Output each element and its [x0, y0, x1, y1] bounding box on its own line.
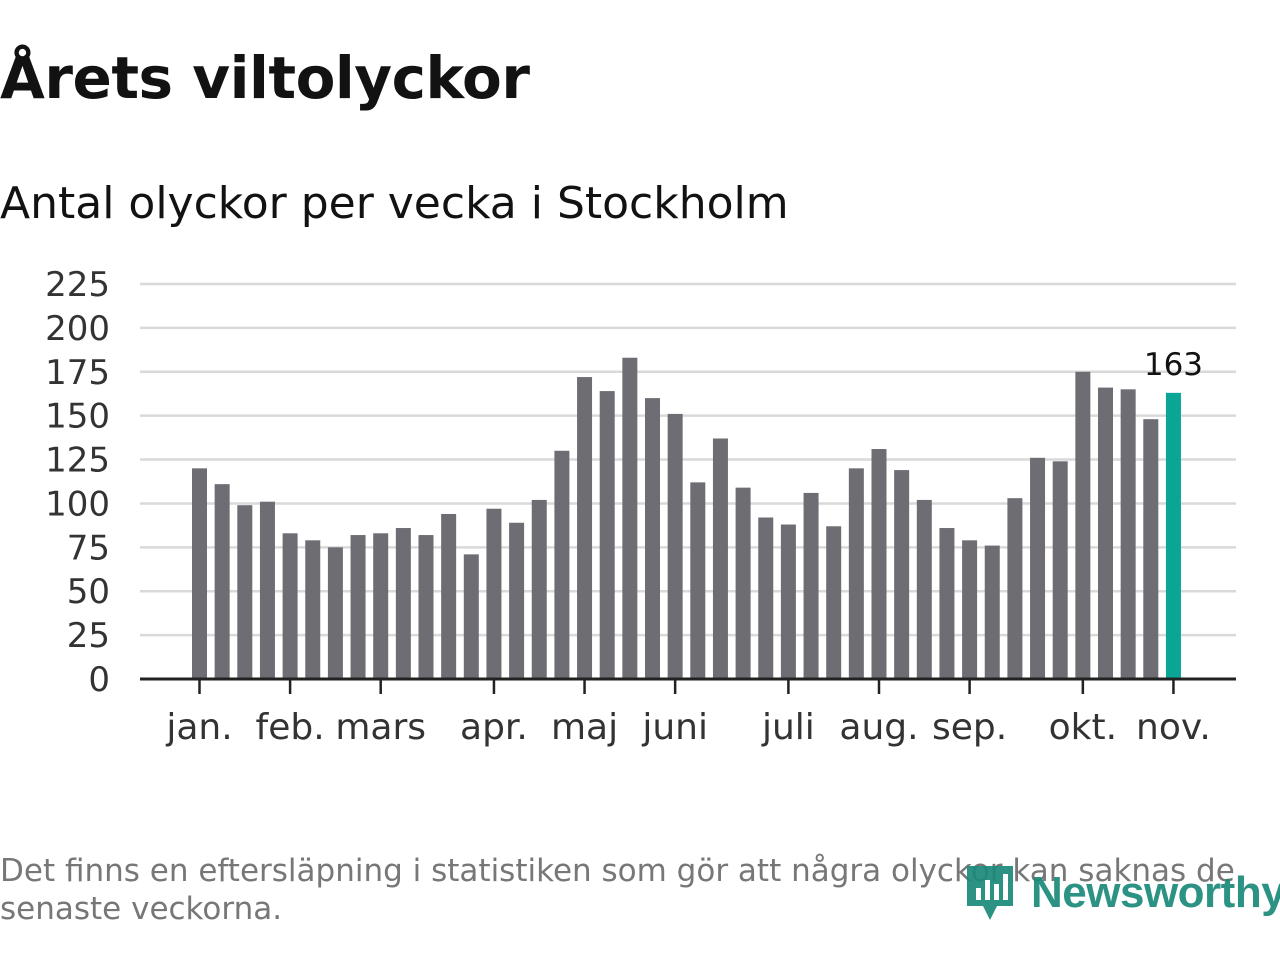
bar [1030, 457, 1046, 679]
bar [622, 357, 638, 679]
bar [327, 547, 343, 679]
bar [939, 528, 955, 679]
x-tick-label: maj [551, 707, 618, 748]
bar [282, 533, 298, 679]
x-tick-label: nov. [1136, 707, 1211, 748]
bar [463, 554, 479, 679]
bar [1143, 419, 1159, 679]
bar [826, 526, 842, 679]
bar [599, 391, 615, 679]
y-tick-label: 200 [45, 309, 110, 349]
bar [305, 540, 321, 679]
bar [192, 468, 207, 679]
x-tick-label: okt. [1049, 707, 1117, 748]
y-tick-label: 100 [45, 484, 110, 524]
highlight-value-label: 163 [1144, 347, 1203, 383]
y-tick-label: 225 [45, 265, 110, 305]
bar [690, 482, 706, 679]
bar [871, 449, 887, 679]
bar [259, 501, 275, 679]
bar [1120, 389, 1136, 679]
gridlines [140, 282, 1236, 637]
logo-wordmark: Newsworthy [1031, 868, 1280, 917]
x-tick-label: apr. [460, 707, 528, 748]
chart-title: Årets viltolyckor [0, 44, 530, 112]
bar [531, 499, 547, 679]
y-tick-label: 75 [67, 528, 110, 568]
bar [486, 508, 502, 679]
y-tick-label: 175 [45, 353, 110, 393]
newsworthy-logo-icon [967, 866, 1013, 920]
bar [735, 487, 751, 679]
y-tick-label: 125 [45, 441, 110, 481]
bar [1098, 387, 1113, 679]
bar [214, 484, 230, 679]
bar [418, 535, 434, 679]
x-axis-ticks: jan. feb. mars apr. maj juni juli aug. sep. okt. n… [165, 679, 1211, 748]
x-tick-label: juli [761, 707, 815, 748]
newsworthy-logo: Newsworthy [963, 860, 1280, 926]
y-tick-label: 150 [45, 397, 110, 437]
bar [1052, 461, 1068, 679]
x-tick-label: mars [335, 707, 426, 748]
bar [1007, 498, 1023, 679]
y-tick-label: 25 [67, 616, 110, 656]
x-tick-label: feb. [256, 707, 325, 748]
bar [803, 492, 819, 679]
bar [554, 450, 570, 679]
bar [395, 528, 411, 679]
bar [962, 540, 978, 679]
bar [577, 377, 593, 679]
bar [509, 522, 525, 679]
bar [712, 438, 728, 679]
y-tick-label: 0 [88, 660, 110, 700]
bar [984, 545, 1000, 679]
value-labels: 163 [1144, 347, 1203, 383]
footnote: Det finns en eftersläpning i statistiken… [0, 853, 1235, 927]
bar [758, 517, 774, 679]
bars [192, 357, 1181, 679]
bar [894, 470, 910, 679]
bar [237, 505, 253, 679]
y-tick-label: 50 [67, 572, 110, 612]
bar [916, 499, 932, 679]
chart-subtitle: Antal olyckor per vecka i Stockholm [0, 178, 789, 229]
bar-highlighted [1165, 392, 1181, 679]
bar [645, 398, 660, 679]
bar [1075, 371, 1091, 679]
bar [780, 524, 796, 679]
bar [441, 513, 457, 679]
bar [667, 413, 683, 679]
x-tick-label: aug. [839, 707, 918, 748]
bar [350, 535, 366, 679]
x-tick-label: jan. [165, 707, 232, 748]
x-tick-label: sep. [932, 707, 1007, 748]
x-tick-label: juni [641, 707, 708, 748]
bar [373, 533, 389, 679]
bar [848, 468, 864, 679]
